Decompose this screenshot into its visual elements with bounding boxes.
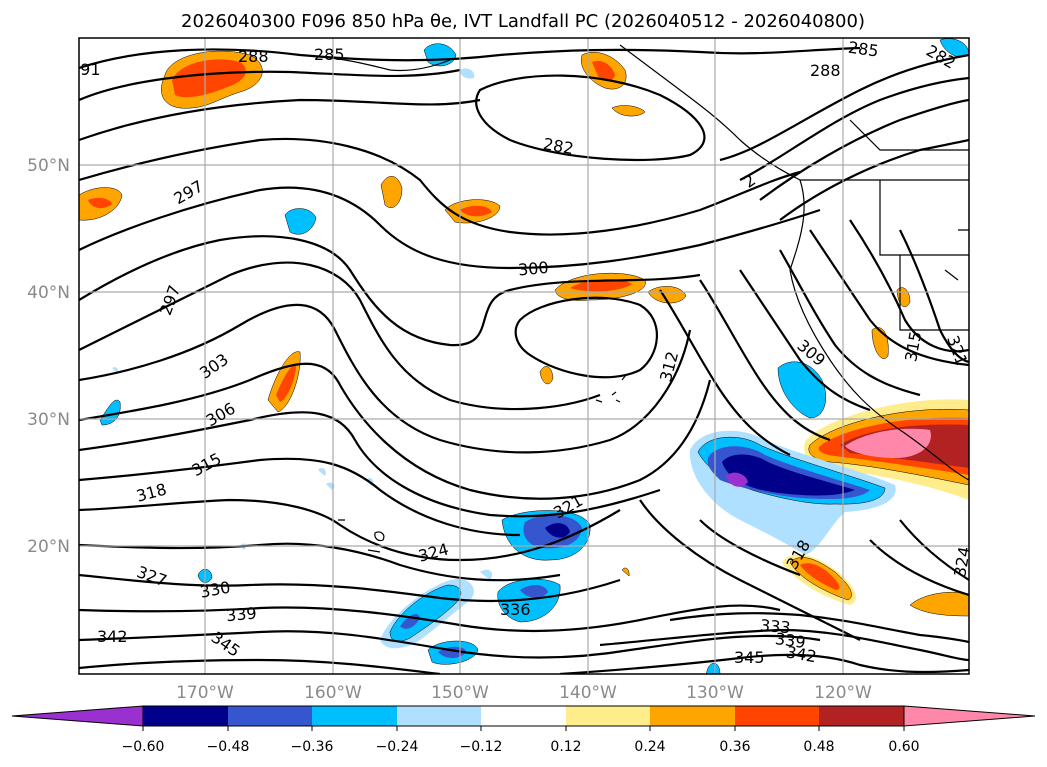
colorbar-segment	[397, 706, 481, 726]
colorbar-tick-label: 0.48	[803, 739, 834, 755]
contour-label: 285	[847, 38, 880, 61]
positive-anomaly-region	[539, 366, 554, 385]
lon-label-140w: 140°W	[559, 683, 617, 703]
positive-anomaly-region	[909, 591, 969, 617]
map-panel: 291 288 285 285 288 282 282 297 297 300 …	[70, 37, 974, 675]
positive-anomaly-region	[460, 205, 492, 217]
shaded-anomalies	[79, 38, 969, 674]
colorbar-segment	[228, 706, 312, 726]
negative-anomaly-region	[545, 523, 570, 538]
longitude-labels: 170°W 160°W 150°W 140°W 130°W 120°W	[176, 683, 872, 703]
lon-label-150w: 150°W	[431, 683, 489, 703]
positive-anomaly-region	[800, 563, 840, 590]
colorbar-segment	[566, 706, 650, 726]
colorbar-tick-label: −0.60	[122, 739, 165, 755]
negative-anomaly-region	[284, 208, 317, 235]
contour-label: 288	[810, 61, 841, 80]
colorbar-segment	[481, 706, 566, 726]
colorbar-tick-label: −0.48	[207, 739, 250, 755]
contour-label: 288	[238, 47, 269, 66]
negative-anomaly-region	[520, 584, 548, 598]
colorbar-extend-low	[11, 705, 144, 727]
colorbar-extend-high	[903, 705, 1036, 727]
theta-e-contours	[79, 46, 969, 674]
negative-anomaly-region	[112, 367, 119, 373]
lon-label-120w: 120°W	[814, 683, 872, 703]
contour-label: 336	[500, 600, 531, 619]
lat-label-30n: 30°N	[27, 410, 70, 430]
positive-anomaly-region	[621, 567, 630, 577]
positive-anomaly-region	[276, 365, 296, 402]
contour-label: 345	[734, 648, 765, 667]
positive-anomaly-region	[611, 105, 646, 117]
negative-anomaly-region	[722, 454, 855, 496]
contour-label: 300	[517, 258, 549, 280]
colorbar-tick-label: 0.24	[634, 739, 665, 755]
colorbar-segments	[11, 705, 1036, 727]
contour-label: 285	[314, 45, 345, 64]
negative-anomaly-region	[705, 662, 721, 674]
contour-label: 342	[97, 627, 128, 646]
negative-anomaly-region	[318, 467, 374, 490]
colorbar: −0.60 −0.48 −0.36 −0.24 −0.12 0.12 0.24 …	[11, 705, 1036, 755]
positive-anomaly-region	[172, 59, 246, 98]
colorbar-tick-label: −0.12	[460, 739, 503, 755]
lat-label-50n: 50°N	[27, 156, 70, 176]
colorbar-ticks	[142, 726, 905, 731]
contour-label: 291	[70, 60, 101, 79]
negative-anomaly-region	[726, 472, 748, 487]
colorbar-tick-labels: −0.60 −0.48 −0.36 −0.24 −0.12 0.12 0.24 …	[122, 739, 920, 755]
lat-label-20n: 20°N	[27, 537, 70, 557]
colorbar-tick-label: 0.12	[550, 739, 581, 755]
colorbar-segment	[819, 706, 904, 726]
colorbar-segment	[650, 706, 735, 726]
lon-label-170w: 170°W	[176, 683, 234, 703]
lat-label-40n: 40°N	[27, 283, 70, 303]
colorbar-segment	[735, 706, 819, 726]
map-border	[78, 37, 970, 675]
contour-label: 324	[950, 545, 974, 578]
coastlines	[329, 44, 969, 553]
contour-label: 333	[759, 616, 791, 638]
colorbar-segment	[143, 706, 228, 726]
colorbar-tick-label: −0.36	[291, 739, 334, 755]
latitude-labels: 50°N 40°N 30°N 20°N	[27, 156, 70, 557]
graticule	[79, 38, 969, 674]
colorbar-tick-label: 0.36	[719, 739, 750, 755]
negative-anomaly-region	[460, 68, 475, 79]
positive-anomaly-region	[380, 176, 403, 208]
figure-title: 2026040300 F096 850 hPa θe, IVT Landfall…	[181, 11, 865, 32]
positive-anomaly-region	[88, 197, 112, 209]
colorbar-segment	[312, 706, 397, 726]
lon-label-130w: 130°W	[686, 683, 744, 703]
positive-anomaly-region	[647, 286, 687, 304]
lon-label-160w: 160°W	[304, 683, 362, 703]
colorbar-tick-label: 0.60	[888, 739, 919, 755]
contour-label: 339	[774, 629, 807, 652]
colorbar-tick-label: −0.24	[376, 739, 419, 755]
colorbar-outline	[142, 705, 905, 727]
positive-anomaly-region	[592, 60, 615, 81]
contour-label: 339	[225, 604, 257, 626]
